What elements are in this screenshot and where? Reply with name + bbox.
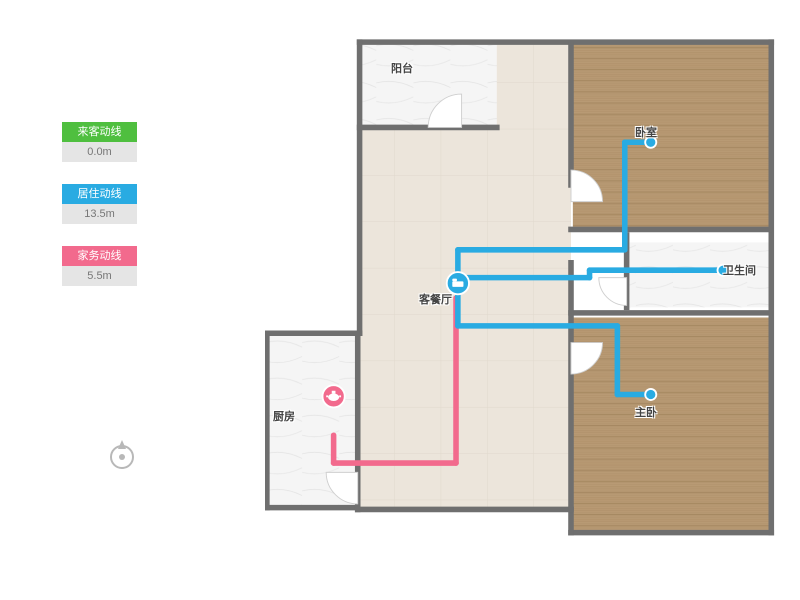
legend-title: 居住动线 — [62, 184, 137, 204]
legend: 来客动线 0.0m 居住动线 13.5m 家务动线 5.5m — [62, 122, 137, 308]
room-label-living: 客餐厅 — [419, 291, 452, 307]
compass-icon — [105, 438, 139, 472]
floorplan: 阳台 卧室 卫生间 客餐厅 主卧 厨房 — [265, 16, 775, 581]
legend-value: 0.0m — [62, 142, 137, 162]
legend-title: 家务动线 — [62, 246, 137, 266]
legend-value: 13.5m — [62, 204, 137, 224]
legend-item-living: 居住动线 13.5m — [62, 184, 137, 224]
legend-item-guest: 来客动线 0.0m — [62, 122, 137, 162]
legend-title: 来客动线 — [62, 122, 137, 142]
room-label-master: 主卧 — [635, 404, 657, 420]
legend-item-housework: 家务动线 5.5m — [62, 246, 137, 286]
room-label-kitchen: 厨房 — [273, 408, 295, 424]
room-label-balcony: 阳台 — [391, 60, 413, 76]
room-label-bedroom: 卧室 — [635, 124, 657, 140]
room-label-bathroom: 卫生间 — [723, 262, 756, 278]
legend-value: 5.5m — [62, 266, 137, 286]
